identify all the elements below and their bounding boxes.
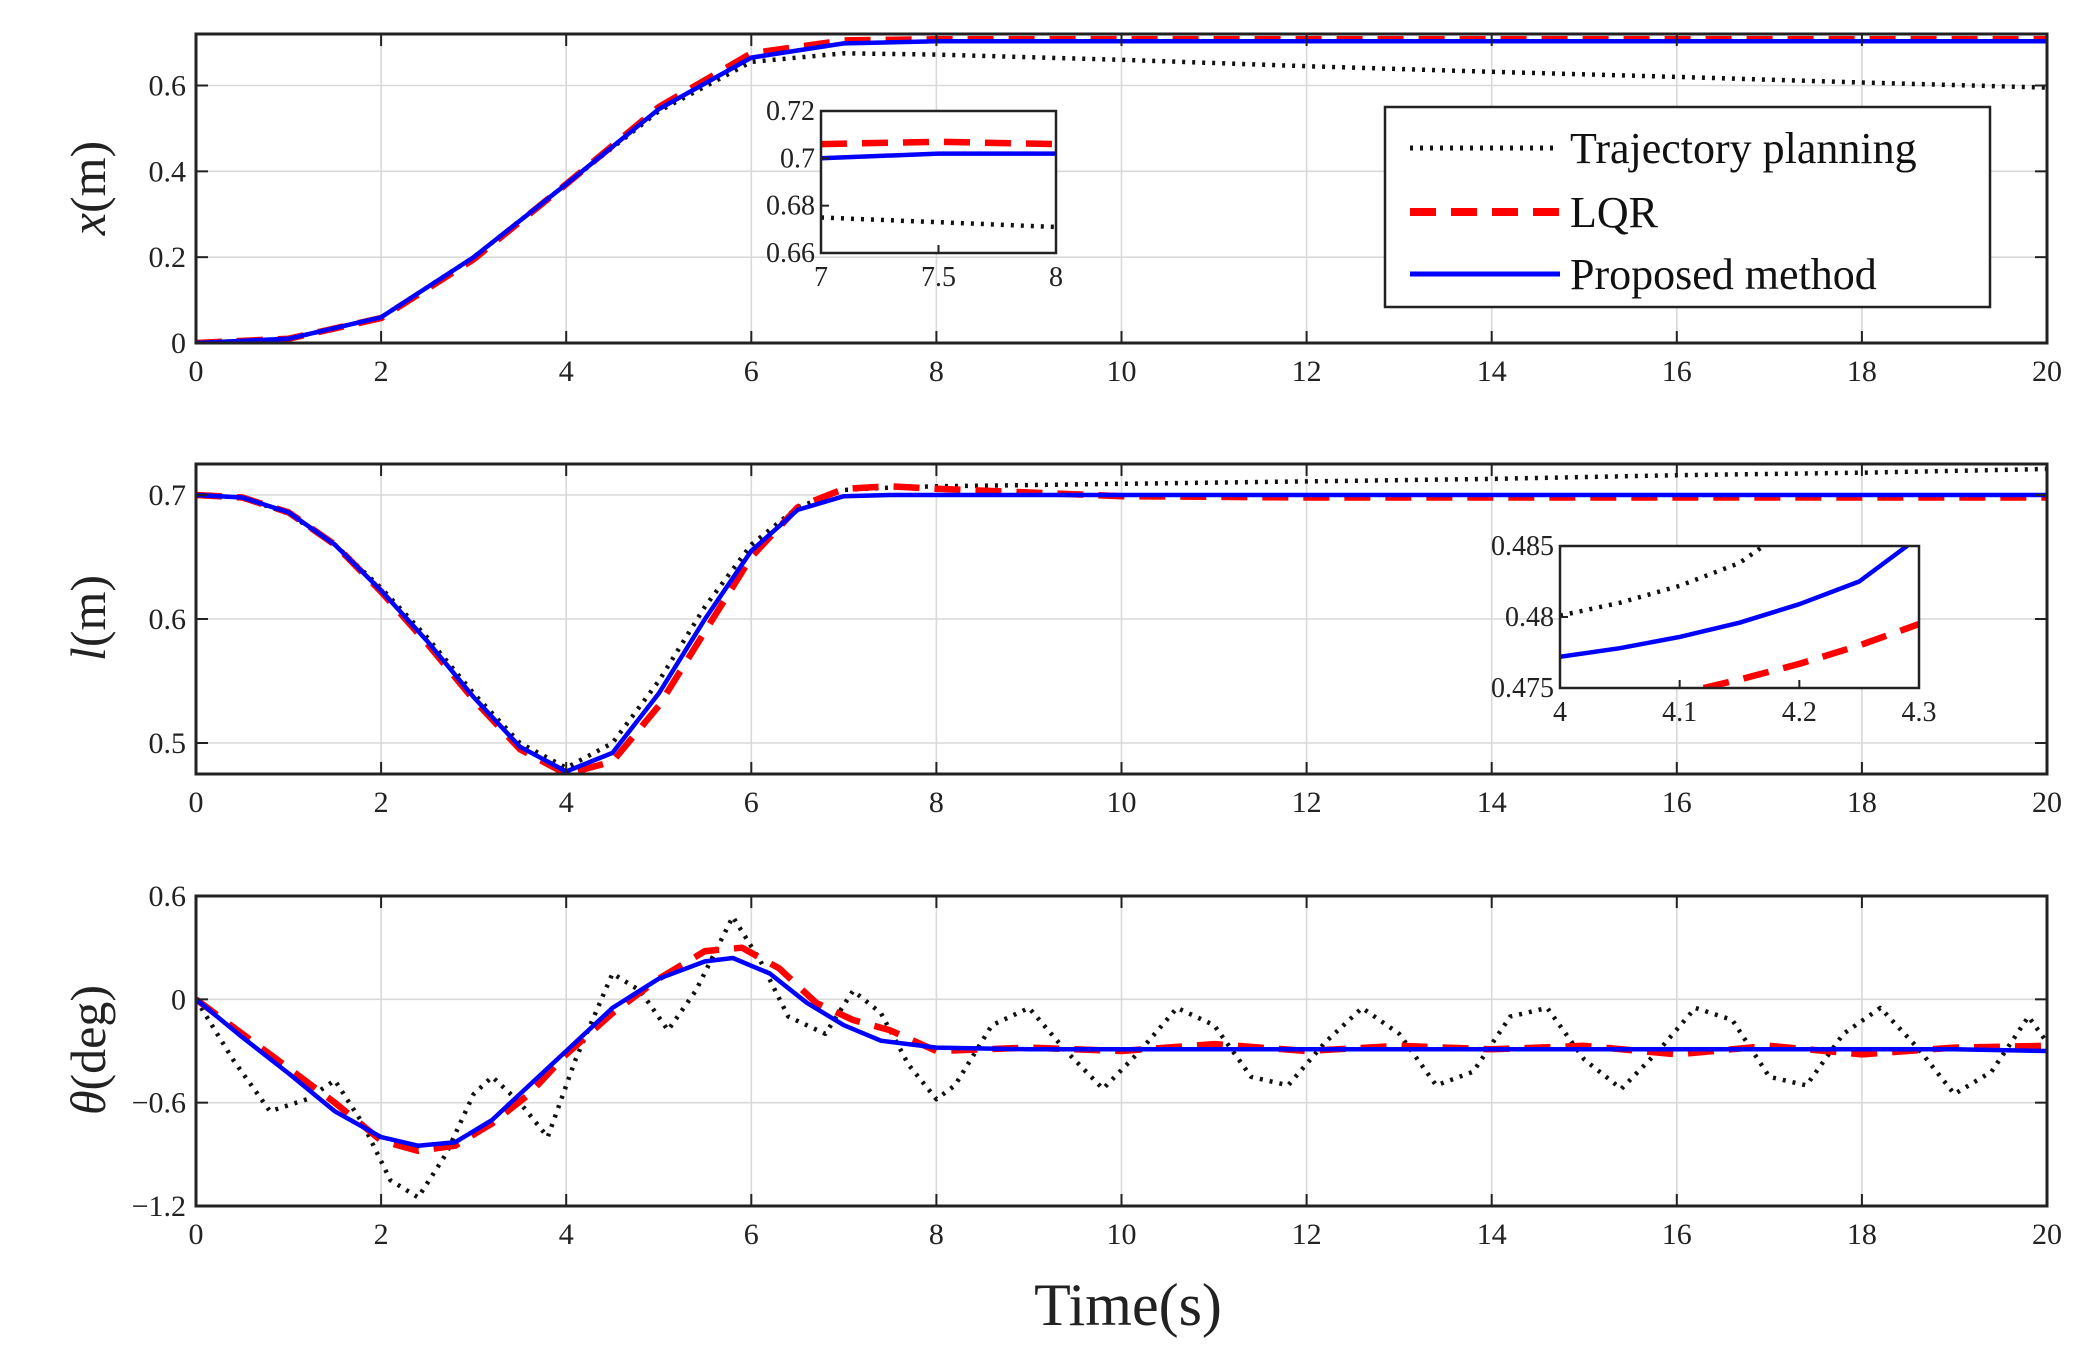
y-axis-unit: (m) [60,575,116,647]
inset-zoom: 7 7.5 8 0.66 0.68 0.7 0.72 [766,96,1063,293]
series-trajectory-planning [196,466,2047,771]
x-tick-label: 6 [744,786,759,819]
x-tick-label: 8 [929,355,944,388]
series-lqr [196,483,2047,774]
y-axis-unit: (m) [60,141,116,213]
x-tick-label: 12 [1292,1218,1322,1251]
x-tick-label: 20 [2032,786,2062,819]
inset-y-tick-label: 0.7 [780,143,815,174]
inset-background [821,111,1056,253]
inset-x-tick-label: 8 [1049,262,1063,293]
inset-series-trajectory-planning [1560,546,1765,618]
inset-series-proposed-method [821,151,1056,161]
x-tick-label: 10 [1107,786,1137,819]
x-tick-label: 10 [1107,355,1137,388]
x-tick-label: 4 [559,1218,574,1251]
y-axis-symbol: l [60,647,116,661]
legend-label-proposed-method: Proposed method [1570,250,1877,299]
inset-x-tick-label: 4.3 [1902,697,1937,728]
inset-y-tick-label: 0.475 [1491,673,1554,704]
x-tick-label: 0 [189,786,204,819]
series-proposed-method [196,39,2047,343]
y-tick-label: 0 [171,983,186,1016]
x-tick-label: 14 [1477,786,1507,819]
y-axis-symbol: θ [60,1090,116,1115]
inset-background [1560,546,1919,688]
x-tick-label: 8 [929,1218,944,1251]
x-tick-label: 16 [1662,786,1692,819]
legend-label-trajectory-planning: Trajectory planning [1570,124,1917,173]
panel-rope-length: 0 2 4 6 8 10 12 14 16 18 20 0.5 0.6 0.7 l(m) 4 4.1 4.2 4.3… [60,462,2062,819]
y-tick-label: −0.6 [132,1087,186,1120]
series-lqr [196,944,2047,1155]
y-axis-unit: (deg) [60,985,116,1091]
y-tick-label: 0.5 [149,727,187,760]
y-axis-label: l(m) [60,575,116,661]
x-tick-label: 6 [744,1218,759,1251]
inset-zoom: 4 4.1 4.2 4.3 0.475 0.48 0.485 [1491,531,1937,728]
y-tick-label: 0.6 [149,880,187,913]
inset-y-tick-label: 0.66 [766,238,815,269]
inset-y-tick-label: 0.72 [766,96,815,127]
y-tick-label: 0.6 [149,603,187,636]
series-proposed-method [196,492,2047,774]
y-tick-label: −1.2 [132,1190,186,1223]
x-tick-label: 4 [559,355,574,388]
y-tick-label: 0.6 [149,70,187,103]
inset-y-tick-label: 0.48 [1505,602,1554,633]
inset-x-tick-label: 7 [814,262,828,293]
x-tick-label: 2 [374,786,389,819]
x-tick-label: 12 [1292,786,1322,819]
y-axis-label: θ(deg) [60,985,116,1115]
inset-x-tick-label: 4.1 [1662,697,1697,728]
y-tick-label: 0 [171,327,186,360]
x-tick-label: 8 [929,786,944,819]
x-tick-label: 4 [559,786,574,819]
y-tick-label: 0.2 [149,241,187,274]
x-tick-label: 6 [744,355,759,388]
inset-x-tick-label: 7.5 [921,262,956,293]
panel-swing-angle: 0 2 4 6 8 10 12 14 16 18 20 −1.2 −0.6 0 0.6 θ(deg) [60,880,2062,1251]
legend: Trajectory planning LQR Proposed method [1383,105,1992,309]
series-trajectory-planning [196,51,2047,343]
x-tick-label: 18 [1847,355,1877,388]
legend-label-lqr: LQR [1570,188,1659,237]
inset-series-proposed-method [1560,546,1910,660]
y-axis-label: x(m) [60,141,116,236]
x-axis-label: Time(s) [1034,1272,1222,1338]
series-trajectory-planning [196,914,2047,1200]
x-tick-label: 14 [1477,1218,1507,1251]
inset-y-tick-label: 0.68 [766,191,815,222]
x-tick-label: 0 [189,1218,204,1251]
inset-x-tick-label: 4 [1553,697,1567,728]
x-tick-label: 18 [1847,786,1877,819]
x-tick-label: 16 [1662,355,1692,388]
x-tick-label: 10 [1107,1218,1137,1251]
x-tick-label: 0 [189,355,204,388]
series-proposed-method [196,955,2047,1148]
y-tick-label: 0.4 [149,155,187,188]
y-tick-label: 0.7 [149,479,187,512]
x-tick-label: 20 [2032,355,2062,388]
x-tick-label: 20 [2032,1218,2062,1251]
x-tick-label: 16 [1662,1218,1692,1251]
y-axis-symbol: x [60,213,116,236]
inset-x-tick-label: 4.2 [1782,697,1817,728]
x-tick-label: 2 [374,355,389,388]
x-tick-label: 14 [1477,355,1507,388]
x-tick-label: 2 [374,1218,389,1251]
inset-series-lqr [1702,621,1919,688]
x-tick-label: 18 [1847,1218,1877,1251]
x-tick-label: 12 [1292,355,1322,388]
inset-y-tick-label: 0.485 [1491,531,1554,562]
